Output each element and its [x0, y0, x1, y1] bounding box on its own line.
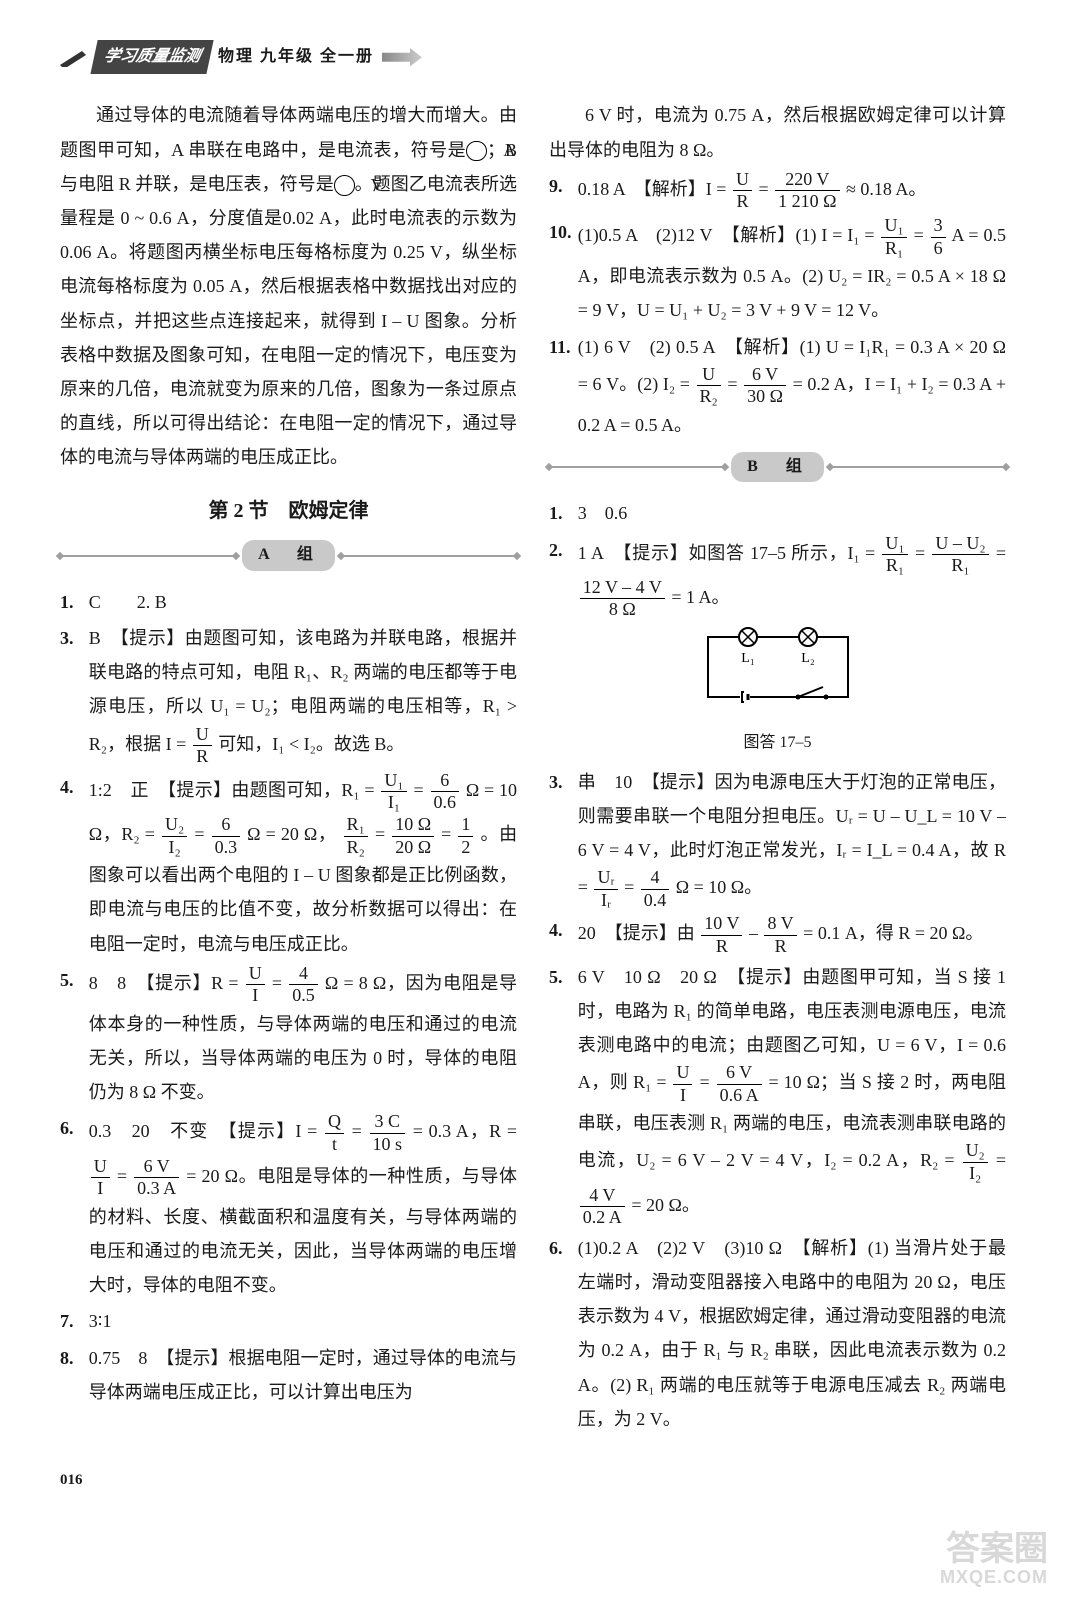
left-column: 通过导体的电流随着导体两端电压的增大而增大。由题图甲可知，A 串联在电路中，是电… [60, 98, 517, 1438]
text-columns: 通过导体的电流随着导体两端电压的增大而增大。由题图甲可知，A 串联在电路中，是电… [60, 98, 1006, 1438]
symbol-ammeter: A [466, 141, 487, 162]
answer-b4: 4. 20 【提示】由 10 VR – 8 VR = 0.1 A，得 R = 2… [549, 913, 1006, 957]
answer-b5: 5. 6 V 10 Ω 20 Ω 【提示】由题图甲可知，当 S 接 1 时，电路… [549, 960, 1006, 1229]
group-a-divider: A 组 [60, 540, 517, 570]
answer-a8-cont: 6 V 时，电流为 0.75 A，然后根据欧姆定律可以计算出导体的电阻为 8 Ω… [549, 98, 1006, 166]
page-number: 016 [60, 1466, 1006, 1495]
answer-a3: 3. B 【提示】由题图可知，该电路为并联电路，根据并联电路的特点可知，电阻 R… [60, 621, 517, 768]
answer-a9: 9. 0.18 A 【解析】I = UR = 220 V1 210 Ω ≈ 0.… [549, 169, 1006, 213]
answer-b3: 3. 串 10 【提示】因为电源电压大于灯泡的正常电压，则需要串联一个电阻分担电… [549, 765, 1006, 912]
answer-a5: 5. 8 8 【提示】R = UI = 40.5 Ω = 8 Ω，因为电阻是导体… [60, 963, 517, 1110]
svg-text:L₁: L₁ [741, 651, 754, 666]
answer-a11: 11. (1) 6 V (2) 0.5 A 【解析】(1) U = I₁R₁ =… [549, 330, 1006, 443]
answer-b1: 1. 3 0.6 [549, 496, 1006, 530]
svg-text:L₂: L₂ [801, 651, 815, 666]
pencil-icon [60, 47, 86, 67]
circuit-figure: L₁ L₂ 图答 17–5 [549, 627, 1006, 759]
section-title: 第 2 节 欧姆定律 [60, 492, 517, 530]
series-badge: 学习质量监测 [90, 40, 213, 74]
group-b-label: B 组 [731, 452, 824, 482]
answer-b6: 6. (1)0.2 A (2)2 V (3)10 Ω 【解析】(1) 当滑片处于… [549, 1231, 1006, 1436]
right-column: 6 V 时，电流为 0.75 A，然后根据欧姆定律可以计算出导体的电阻为 8 Ω… [549, 98, 1006, 1438]
subject-label: 物理 九年级 全一册 [218, 42, 374, 72]
answer-a10: 10. (1)0.5 A (2)12 V 【解析】(1) I = I₁ = U₁… [549, 215, 1006, 328]
watermark: 答案圈 MXQE.COM [940, 1531, 1048, 1588]
answer-b2: 2. 1 A 【提示】如图答 17–5 所示，I₁ = U₁R₁ = U – U… [549, 533, 1006, 621]
answer-a4: 4. 1:2 正 【提示】由题图可知，R₁ = U₁I₁ = 60.6 Ω = … [60, 770, 517, 961]
intro-paragraph: 通过导体的电流随着导体两端电压的增大而增大。由题图甲可知，A 串联在电路中，是电… [60, 98, 517, 474]
answer-a6: 6. 0.3 20 不变 【提示】I = Qt = 3 C10 s = 0.3 … [60, 1111, 517, 1302]
answer-a1: 1. C 2. B [60, 585, 517, 619]
group-a-label: A 组 [242, 540, 335, 570]
figure-caption: 图答 17–5 [549, 728, 1006, 758]
answer-a8: 8. 0.75 8 【提示】根据电阻一定时，通过导体的电流与导体两端电压成正比，… [60, 1341, 517, 1409]
header-arrow-icon [382, 48, 422, 66]
circuit-icon: L₁ L₂ [688, 627, 868, 717]
fraction: UR [193, 724, 212, 768]
group-b-divider: B 组 [549, 452, 1006, 482]
answer-a7: 7. 3∶1 [60, 1304, 517, 1338]
page-header: 学习质量监测 物理 九年级 全一册 [60, 40, 1006, 74]
symbol-voltmeter: V [334, 175, 355, 196]
